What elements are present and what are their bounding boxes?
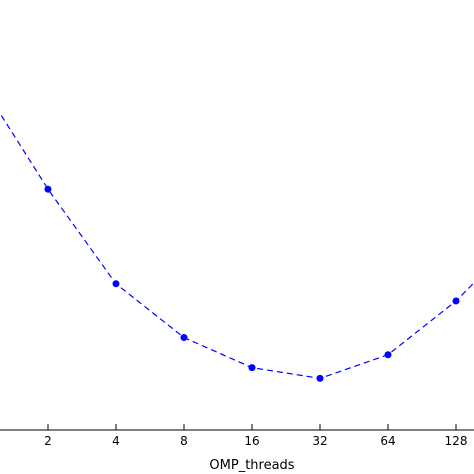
x-tick-label: 4 (112, 434, 120, 448)
data-point (248, 364, 256, 372)
x-tick-label: 64 (380, 434, 395, 448)
data-point (452, 297, 460, 305)
data-point (44, 185, 52, 193)
data-point (384, 351, 392, 359)
x-tick-label: 16 (244, 434, 259, 448)
x-tick-label: 128 (445, 434, 468, 448)
series-layer (0, 112, 474, 382)
x-axis-label: OMP_threads (209, 458, 294, 473)
series-line (0, 112, 474, 380)
x-tick-label: 8 (180, 434, 188, 448)
x-axis-ticks: 2 4 8 16 32 64 128 (44, 424, 467, 448)
data-point (316, 374, 324, 382)
x-tick-label: 32 (312, 434, 327, 448)
data-point (112, 280, 120, 288)
x-tick-label: 2 (44, 434, 52, 448)
data-point (180, 334, 188, 342)
